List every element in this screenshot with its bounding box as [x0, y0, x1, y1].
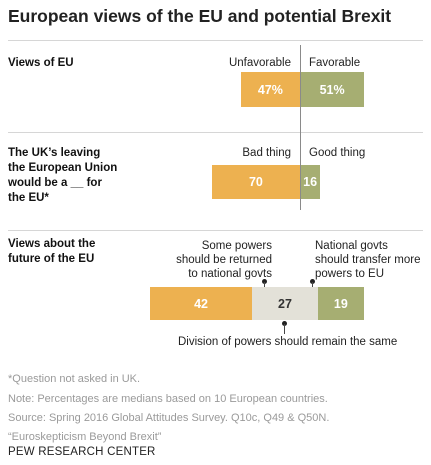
annotation-dot [310, 279, 315, 284]
row-label-line: future of the EU [8, 253, 95, 265]
annotation-line: to national govts [188, 268, 272, 280]
good-thing-label: Good thing [309, 147, 366, 159]
row-label-line: Views about the [8, 238, 96, 250]
favorable-value-label: 51% [319, 82, 345, 97]
bad-thing-value-label: 70 [248, 175, 263, 189]
favorable-bar: 51% [300, 72, 365, 107]
bad-thing-bar: 70 [211, 165, 300, 199]
good-thing-value-label: 16 [303, 175, 318, 189]
note: Note: Percentages are medians based on 1… [8, 393, 328, 405]
transfer-powers-bar: 19 [317, 287, 364, 320]
returned-powers-bar: 42 [150, 287, 253, 320]
annotation-same-division: Division of powers should remain the sam… [178, 336, 398, 348]
divider-rule [8, 40, 423, 41]
annotation-leader [264, 282, 265, 288]
annotation-leader [312, 282, 313, 288]
organization-name: PEW RESEARCH CENTER [8, 446, 156, 458]
good-thing-bar: 16 [300, 165, 321, 199]
favorable-label: Favorable [309, 57, 361, 69]
divider-rule [8, 132, 423, 133]
row-label-future-eu: Views about the future of the EU [8, 237, 95, 267]
annotation-dot [282, 321, 287, 326]
same-division-bar: 27 [252, 287, 318, 320]
annotation-dot [262, 279, 267, 284]
same-division-value-label: 27 [278, 296, 292, 311]
row-label-line: would be a __ for [8, 177, 102, 189]
annotation-leader [284, 324, 285, 334]
row-label-line: the EU* [8, 192, 49, 204]
annotation-line: should transfer more [315, 254, 421, 266]
footnote: *Question not asked in UK. [8, 373, 141, 385]
unfavorable-value-label: 47% [257, 82, 283, 97]
annotation-line: National govts [315, 240, 388, 252]
row-label-line: the European Union [8, 162, 118, 174]
bad-thing-label: Bad thing [242, 147, 291, 159]
annotation-line: Some powers [201, 240, 272, 252]
source: Source: Spring 2016 Global Attitudes Sur… [8, 412, 330, 424]
report-title: “Euroskepticism Beyond Brexit” [8, 431, 162, 443]
returned-powers-value-label: 42 [194, 296, 209, 311]
row-label-uk-leaving: The UK’s leaving the European Union woul… [8, 146, 117, 206]
row-label-views-of-eu: Views of EU [8, 56, 74, 71]
annotation-line: powers to EU [315, 268, 385, 280]
unfavorable-label: Unfavorable [228, 57, 291, 69]
chart-title: European views of the EU and potential B… [8, 6, 392, 26]
annotation-line: should be returned [176, 254, 272, 266]
annotation-transfer-powers: National govts should transfer more powe… [315, 239, 420, 281]
center-divider [300, 45, 301, 210]
transfer-powers-value-label: 19 [333, 296, 348, 311]
divider-rule [8, 230, 423, 231]
unfavorable-bar: 47% [240, 72, 300, 107]
annotation-returned-powers: Some powers should be returned to nation… [170, 239, 272, 281]
row-label-line: The UK’s leaving [8, 147, 101, 159]
row-label-line: Views of EU [8, 57, 74, 69]
